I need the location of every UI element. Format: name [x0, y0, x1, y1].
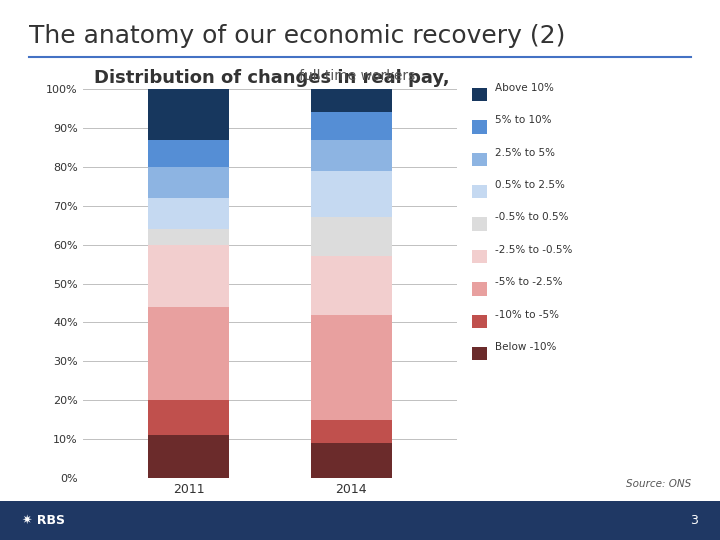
Text: 0.5% to 2.5%: 0.5% to 2.5%	[495, 180, 564, 190]
Text: full time workers: full time workers	[299, 69, 415, 83]
Text: -10% to -5%: -10% to -5%	[495, 309, 559, 320]
Text: 2.5% to 5%: 2.5% to 5%	[495, 147, 554, 158]
Bar	[311, 256, 392, 315]
Bar	[148, 140, 229, 167]
Bar	[311, 315, 392, 420]
Text: -5% to -2.5%: -5% to -2.5%	[495, 277, 562, 287]
Bar	[311, 140, 392, 171]
Bar	[311, 218, 392, 256]
Text: Above 10%: Above 10%	[495, 83, 554, 93]
Bar	[148, 167, 229, 198]
Text: 5% to 10%: 5% to 10%	[495, 115, 551, 125]
Bar	[311, 420, 392, 443]
Text: -2.5% to -0.5%: -2.5% to -0.5%	[495, 245, 572, 255]
Bar	[148, 245, 229, 307]
Text: Source: ONS: Source: ONS	[626, 478, 691, 489]
Bar	[148, 400, 229, 435]
Text: Below -10%: Below -10%	[495, 342, 556, 352]
Bar	[148, 435, 229, 478]
Bar	[311, 112, 392, 140]
Bar	[148, 89, 229, 140]
Text: Distribution of changes in real pay,: Distribution of changes in real pay,	[94, 69, 449, 87]
Bar	[148, 198, 229, 229]
Bar	[148, 229, 229, 245]
Bar	[311, 443, 392, 478]
Text: 3: 3	[690, 514, 698, 527]
Bar	[148, 307, 229, 400]
Text: ✷ RBS: ✷ RBS	[22, 514, 65, 527]
Text: The anatomy of our economic recovery (2): The anatomy of our economic recovery (2)	[29, 24, 565, 48]
Bar	[311, 171, 392, 218]
Bar	[311, 89, 392, 112]
Text: -0.5% to 0.5%: -0.5% to 0.5%	[495, 212, 568, 222]
